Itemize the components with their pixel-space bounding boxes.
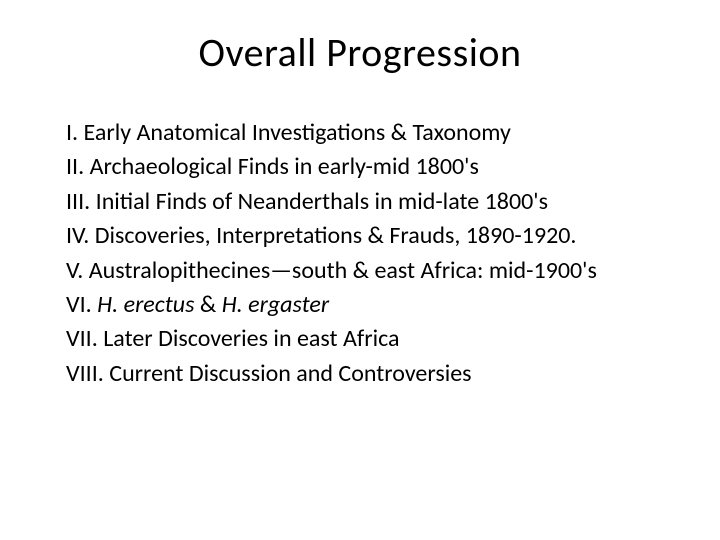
ampersand: &	[194, 290, 221, 319]
numeral: VII.	[66, 324, 98, 353]
numeral: III.	[66, 187, 90, 216]
item-text: Initial Finds of Neanderthals in mid-lat…	[96, 187, 548, 216]
slide-title: Overall Progression	[50, 28, 670, 77]
item-text: Australopithecines—south & east Africa: …	[89, 256, 597, 285]
numeral: VIII.	[66, 359, 104, 388]
outline-item-1: I. Early Anatomical Investigations & Tax…	[66, 117, 670, 149]
item-text: Discoveries, Interpretations & Frauds, 1…	[95, 221, 577, 250]
item-text: Archaeological Finds in early-mid 1800's	[90, 152, 479, 181]
outline-item-4: IV. Discoveries, Interpretations & Fraud…	[66, 220, 670, 252]
item-text: Current Discussion and Controversies	[109, 359, 471, 388]
outline-item-6: VI. H. erectus & H. ergaster	[66, 289, 670, 321]
numeral: I.	[66, 118, 78, 147]
outline-item-8: VIII. Current Discussion and Controversi…	[66, 358, 670, 390]
outline-list: I. Early Anatomical Investigations & Tax…	[50, 117, 670, 390]
numeral: II.	[66, 152, 84, 181]
outline-item-5: V. Australopithecines—south & east Afric…	[66, 255, 670, 287]
numeral: V.	[66, 256, 83, 285]
outline-item-3: III. Initial Finds of Neanderthals in mi…	[66, 186, 670, 218]
numeral: IV.	[66, 221, 89, 250]
item-text: Later Discoveries in east Africa	[103, 324, 399, 353]
outline-item-2: II. Archaeological Finds in early-mid 18…	[66, 151, 670, 183]
numeral: VI.	[66, 290, 92, 319]
italic-text: H. erectus	[97, 290, 194, 319]
outline-item-7: VII. Later Discoveries in east Africa	[66, 323, 670, 355]
slide-container: Overall Progression I. Early Anatomical …	[0, 0, 720, 540]
italic-text: H. ergaster	[222, 290, 329, 319]
item-text: Early Anatomical Investigations & Taxono…	[84, 118, 511, 147]
